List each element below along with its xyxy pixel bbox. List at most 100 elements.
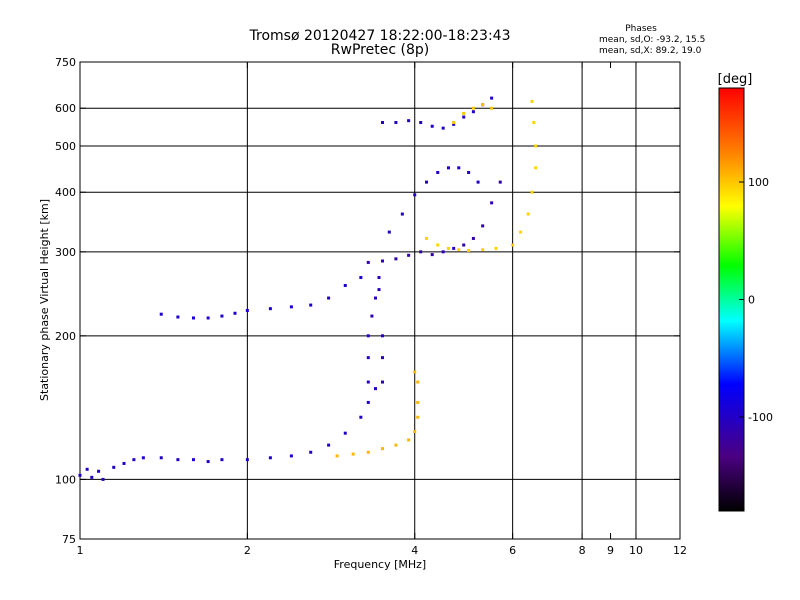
y-tick-label: 300	[55, 246, 76, 259]
data-point	[471, 110, 475, 114]
data-point	[416, 380, 420, 384]
data-point	[416, 415, 420, 419]
data-point	[481, 103, 485, 107]
data-point	[85, 467, 89, 471]
y-tick-label: 500	[55, 140, 76, 153]
data-points	[78, 96, 538, 481]
data-point	[394, 443, 398, 447]
colorbar-tick-label: -100	[748, 411, 773, 424]
data-point	[467, 248, 471, 252]
data-point	[413, 430, 417, 434]
data-point	[233, 311, 237, 315]
data-point	[407, 438, 411, 442]
x-tick-label: 12	[673, 544, 687, 557]
data-point	[335, 454, 339, 458]
data-point	[351, 452, 355, 456]
y-tick-label: 200	[55, 330, 76, 343]
data-point	[366, 356, 370, 360]
data-point	[476, 180, 480, 184]
data-point	[425, 180, 429, 184]
chart-title: Tromsø 20120427 18:22:00-18:23:43	[249, 28, 511, 44]
data-point	[387, 230, 391, 234]
data-point	[519, 230, 523, 234]
colorbar-ticks: 100 0 -100	[739, 176, 773, 424]
data-point	[407, 253, 411, 257]
phase-box-line-x: mean, sd,X: 89.2, 19.0	[599, 46, 702, 56]
phase-box-title: Phases	[625, 24, 657, 34]
data-point	[90, 475, 94, 479]
data-point	[220, 458, 224, 462]
data-point	[176, 458, 180, 462]
data-point	[220, 314, 224, 318]
y-tick-label: 100	[55, 473, 76, 486]
data-point	[534, 166, 538, 170]
data-point	[380, 121, 384, 125]
data-point	[490, 201, 494, 205]
data-point	[289, 305, 293, 309]
x-tick-label: 1	[77, 544, 84, 557]
data-point	[400, 212, 404, 216]
y-tick-label: 600	[55, 102, 76, 115]
data-point	[436, 243, 440, 247]
data-point	[441, 126, 445, 130]
data-point	[441, 250, 445, 254]
data-point	[377, 288, 381, 292]
data-point	[245, 458, 249, 462]
data-point	[446, 246, 450, 250]
data-point	[452, 246, 456, 250]
colorbar-tick-label: 100	[748, 176, 769, 189]
data-point	[407, 119, 411, 123]
data-point	[471, 236, 475, 240]
data-point	[97, 469, 101, 473]
data-point	[380, 380, 384, 384]
phase-box-line-o: mean, sd,O: -93.2, 15.5	[599, 35, 705, 45]
data-point	[141, 456, 145, 460]
data-point	[112, 465, 116, 469]
data-point	[373, 296, 377, 300]
data-point	[366, 380, 370, 384]
grid-lines	[80, 62, 680, 539]
data-point	[462, 243, 466, 247]
data-point	[191, 316, 195, 320]
data-point	[327, 443, 331, 447]
data-point	[413, 193, 417, 197]
data-point	[309, 450, 313, 454]
data-point	[373, 387, 377, 391]
y-tick-label: 75	[62, 533, 76, 546]
x-axis-ticks: 1 2 4 6 8 10 129	[77, 62, 687, 557]
data-point	[327, 296, 331, 300]
data-point	[532, 121, 536, 125]
data-point	[430, 124, 434, 128]
y-axis-ticks: 75 100 200 300 400 500 600 750	[55, 56, 680, 546]
data-point	[394, 257, 398, 261]
y-tick-label: 400	[55, 186, 76, 199]
data-point	[366, 450, 370, 454]
data-point	[481, 248, 485, 252]
data-point	[416, 400, 420, 404]
data-point	[490, 96, 494, 100]
data-point	[289, 454, 293, 458]
data-point	[309, 303, 313, 307]
data-point	[498, 180, 502, 184]
x-tick-label: 8	[579, 544, 586, 557]
data-point	[530, 190, 534, 194]
data-point	[413, 370, 417, 374]
data-point	[366, 334, 370, 338]
data-point	[370, 314, 374, 318]
data-point	[343, 431, 347, 435]
data-point	[366, 260, 370, 264]
data-point	[534, 144, 538, 148]
plot-area	[79, 61, 681, 540]
data-point	[380, 447, 384, 451]
data-point	[377, 276, 381, 280]
x-tick-label: 2	[244, 544, 251, 557]
data-point	[78, 473, 82, 477]
data-point	[366, 400, 370, 404]
data-point	[380, 356, 384, 360]
x-tick-label: 4	[411, 544, 418, 557]
data-point	[206, 460, 210, 464]
data-point	[457, 166, 461, 170]
colorbar-label: [deg]	[718, 72, 753, 87]
data-point	[206, 316, 210, 320]
